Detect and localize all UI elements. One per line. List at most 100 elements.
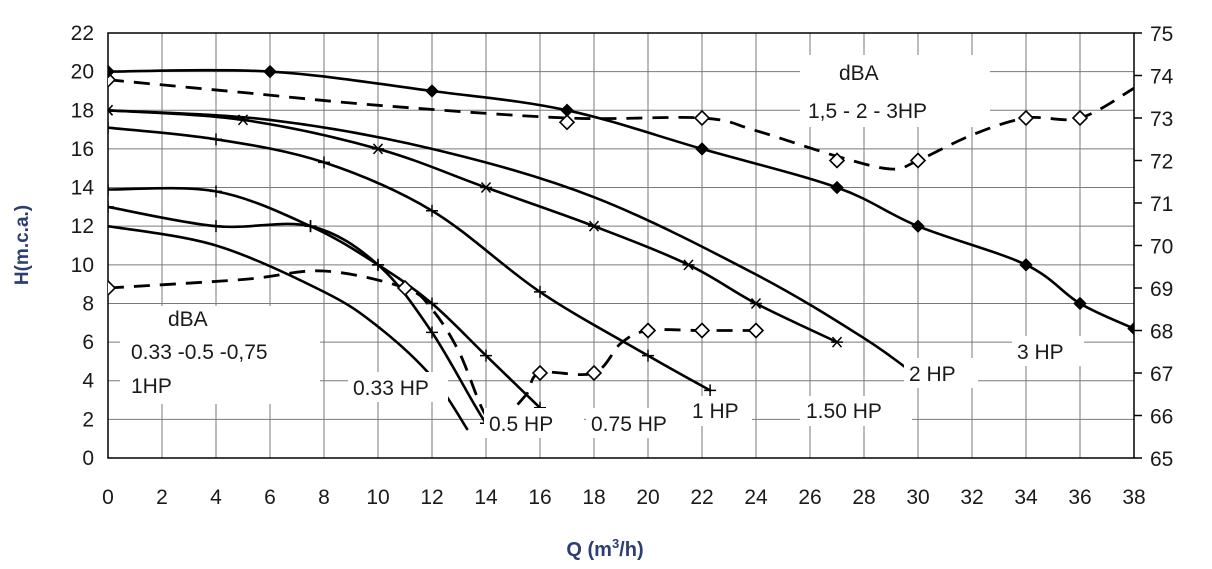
- hp-3-label-bg: [1012, 336, 1084, 366]
- hp-1-label-bg: [688, 396, 752, 426]
- label-backgrounds: [120, 55, 1084, 438]
- y-tick-label: 4: [82, 370, 94, 393]
- data-point-marker: [480, 349, 492, 362]
- dba-left-label-line1: dBA: [168, 308, 208, 331]
- data-point-marker: [108, 104, 114, 116]
- y2-tick-label: 68: [1150, 321, 1173, 344]
- data-point-marker: [426, 297, 438, 310]
- data-point-marker: [695, 142, 709, 156]
- x-tick-label: 30: [906, 486, 929, 509]
- y2-tick-label: 69: [1150, 278, 1173, 301]
- y-tick-label: 8: [82, 292, 94, 315]
- noise-data-marker: [396, 279, 414, 297]
- x-tick-label: 10: [366, 486, 389, 509]
- y2-tick-label: 74: [1150, 66, 1174, 89]
- data-point-marker: [1127, 321, 1134, 336]
- x-axis-title: Q (m3/h): [566, 536, 643, 561]
- x-tick-label: 8: [318, 486, 330, 509]
- x-tick-label: 4: [210, 486, 222, 509]
- y2-tick-label: 73: [1150, 108, 1173, 131]
- data-point-marker: [210, 133, 222, 146]
- data-point-marker: [1019, 258, 1033, 272]
- head-curve-2-hp: [108, 109, 920, 379]
- data-point-marker: [426, 204, 438, 217]
- x-tick-label: 34: [1014, 486, 1038, 509]
- x-tick-label: 6: [264, 486, 276, 509]
- data-point-marker: [108, 64, 115, 79]
- y-tick-label: 0: [82, 447, 94, 470]
- hp-2-label-bg: [904, 358, 978, 388]
- data-point-marker: [108, 183, 114, 196]
- dba-left-label-bg: [120, 306, 320, 404]
- noise-data-marker: [693, 109, 711, 127]
- data-point-marker: [480, 182, 492, 194]
- y-axis-title: H(m.c.a.): [12, 205, 33, 285]
- data-point-marker: [108, 121, 114, 134]
- curve-label-2hp: 2 HP: [909, 363, 956, 386]
- y2-tick-label: 70: [1150, 236, 1173, 259]
- grid: [108, 33, 1134, 458]
- curve-label-05hp: 0.5 HP: [489, 413, 553, 436]
- data-point-marker: [750, 297, 762, 309]
- data-point-marker: [704, 384, 717, 397]
- data-point-marker: [682, 259, 695, 271]
- noise-data-marker: [693, 322, 711, 339]
- dba-top-label-line1: dBA: [839, 62, 879, 85]
- y-tick-label: 12: [71, 215, 94, 238]
- data-point-marker: [831, 336, 843, 348]
- x-tick-label: 38: [1122, 486, 1145, 509]
- x-tick-label: 18: [582, 486, 605, 509]
- x-tick-label: 14: [474, 486, 498, 509]
- hp-075-label-bg: [586, 408, 688, 438]
- dba-top-label-line2: 1,5 - 2 - 3HP: [808, 100, 927, 123]
- noise-data-marker: [1071, 109, 1089, 127]
- noise-data-marker: [558, 114, 576, 131]
- noise-data-marker: [1017, 109, 1035, 127]
- data-point-marker: [318, 156, 330, 169]
- y-tick-label: 10: [71, 254, 94, 277]
- hp-05-label-bg: [484, 408, 584, 438]
- hp-033-label-bg: [348, 372, 448, 402]
- x-tick-label: 2: [156, 486, 168, 509]
- x-tick-label: 28: [852, 486, 875, 509]
- curve-label-1hp: 1 HP: [692, 400, 739, 423]
- curve-label-033hp: 0.33 HP: [353, 377, 429, 400]
- x-tick-label: 36: [1068, 486, 1091, 509]
- noise-data-marker: [747, 322, 765, 339]
- y2-tick-label: 65: [1150, 448, 1173, 471]
- ticks: 0 2 4 6 8 10 12 14 16 18 20 22 24 26 28 30 32 34 36 3802468…: [71, 22, 1174, 509]
- noise-data-marker: [585, 364, 603, 382]
- x-tick-label: 24: [744, 486, 768, 509]
- data-point-marker: [830, 180, 844, 195]
- data-point-marker: [588, 220, 600, 232]
- y-tick-label: 6: [82, 331, 94, 354]
- data-point-marker: [911, 219, 925, 233]
- y2-tick-label: 72: [1150, 151, 1173, 174]
- noise-data-marker: [909, 152, 927, 169]
- data-point-marker: [210, 185, 222, 198]
- y-tick-label: 2: [82, 408, 94, 431]
- x-axis-title-tail: /h): [619, 539, 643, 561]
- y2-tick-label: 66: [1150, 406, 1173, 429]
- y-tick-label: 14: [71, 177, 95, 200]
- curve-label-3hp: 3 HP: [1017, 341, 1064, 364]
- data-point-marker: [372, 258, 384, 271]
- y2-tick-label: 71: [1150, 193, 1173, 216]
- curve-label-075hp: 0.75 HP: [591, 413, 667, 436]
- x-axis-title-base: Q (m: [566, 539, 612, 561]
- noise-data-marker: [531, 364, 549, 382]
- data-point-marker: [372, 143, 384, 155]
- x-tick-label: 0: [102, 486, 114, 509]
- x-tick-label: 16: [528, 486, 551, 509]
- y-tick-label: 22: [71, 22, 94, 45]
- x-tick-label: 20: [636, 486, 659, 509]
- data-point-marker: [425, 84, 439, 98]
- y-tick-label: 20: [71, 61, 94, 84]
- dba-left-label-line3: 1HP: [131, 375, 172, 398]
- dba-top-label-bg: [800, 55, 990, 127]
- noise-data-marker: [828, 152, 846, 169]
- noise-data-marker: [639, 322, 657, 339]
- dba-left-label-line2: 0.33 -0.5 -0,75: [131, 341, 268, 364]
- noise-curve: [108, 269, 756, 423]
